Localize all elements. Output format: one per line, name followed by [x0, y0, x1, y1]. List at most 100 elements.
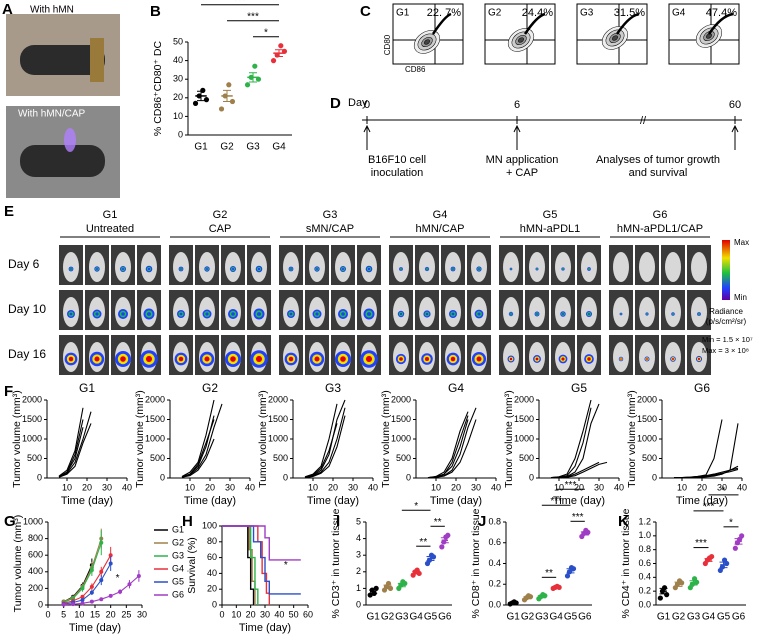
y-tick-label: 500: [396, 453, 411, 463]
flow-plot-frame: [392, 3, 464, 65]
significance-label: ***: [565, 480, 577, 491]
signal: [255, 355, 263, 363]
day-label: Day 16: [8, 347, 46, 361]
signal: [562, 268, 564, 270]
data-line: [63, 554, 112, 604]
x-tick-label: 0: [45, 609, 50, 619]
signal: [365, 355, 373, 363]
day-label: Day 10: [8, 302, 46, 316]
x-tick-label: 30: [348, 482, 358, 492]
density-contour: [615, 12, 640, 35]
panel-label: D: [330, 95, 341, 112]
signal: [561, 357, 565, 361]
group-treatment: Untreated: [86, 223, 134, 235]
x-axis-label: Time (day): [676, 495, 728, 507]
data-line: [63, 542, 102, 604]
panel-label: J: [478, 513, 486, 530]
flow-percent: 47.4%: [706, 7, 737, 19]
y-tick-label: 400: [28, 566, 43, 576]
data-line: [63, 563, 112, 605]
plasma-glow: [64, 128, 76, 152]
mouse-body: [555, 252, 571, 282]
signal: [257, 312, 261, 316]
y-tick-label: 0: [356, 599, 361, 609]
signal: [509, 357, 513, 361]
data-line: [63, 538, 102, 603]
survival-curve: [222, 525, 301, 561]
significance-label: ***: [247, 11, 259, 22]
signal: [452, 268, 454, 270]
scale-unit: Radiance: [709, 307, 743, 316]
y-tick-label: 4: [356, 533, 361, 543]
mouse-body: [503, 252, 519, 282]
y-tick-label: 50: [173, 36, 183, 46]
signal: [424, 356, 430, 362]
panel-label: K: [618, 513, 629, 530]
x-axis-label: Time (day): [430, 495, 482, 507]
x-tick-label: G3: [535, 612, 549, 623]
panel-label: E: [4, 203, 14, 220]
signal: [620, 313, 622, 315]
x-tick-label: 5: [61, 609, 66, 619]
mouse-body: [613, 297, 629, 327]
data-point: [709, 553, 715, 560]
y-tick-label: 2000: [22, 394, 42, 404]
signal: [536, 268, 538, 270]
x-tick-label: 40: [491, 482, 501, 492]
y-tick-label: 0: [406, 472, 411, 482]
signal: [425, 312, 429, 316]
chart-title: G6: [694, 381, 710, 395]
panel-label: F: [4, 383, 13, 400]
y-tick-label: 0: [283, 472, 288, 482]
x-tick-label: G1: [657, 612, 671, 623]
x-tick-label: 0: [219, 609, 224, 619]
error-bar: [383, 584, 392, 589]
panel-label: B: [150, 3, 161, 20]
timeline-tick-label: 6: [514, 99, 520, 111]
significance-label: *: [414, 501, 418, 512]
x-tick-label: G3: [687, 612, 701, 623]
photo-caption: With hMN/CAP: [18, 109, 86, 120]
data-point: [657, 595, 663, 601]
y-tick-label: 1000: [22, 433, 42, 443]
y-tick-label: 1000: [637, 433, 657, 443]
y-tick-label: 0: [178, 129, 183, 139]
x-tick-label: 20: [328, 482, 338, 492]
signal: [367, 312, 371, 316]
y-tick-label: 0.2: [638, 586, 651, 596]
group-name: G1: [103, 209, 118, 221]
panel-label: H: [182, 513, 193, 530]
x-tick-label: 10: [308, 482, 318, 492]
signal: [510, 268, 512, 270]
flow-y-label: CD80: [383, 34, 392, 55]
significance-label: **: [434, 517, 442, 528]
group-treatment: hMN-aPDL1/CAP: [617, 223, 703, 235]
x-tick-label: 30: [102, 482, 112, 492]
y-axis-label: Tumor volume (mm³): [11, 390, 23, 488]
signal: [510, 313, 512, 315]
data-point: [244, 82, 251, 88]
data-point: [739, 533, 745, 539]
y-tick-label: 20: [207, 584, 217, 594]
y-tick-label: 2000: [268, 394, 288, 404]
data-line: [58, 423, 92, 478]
x-tick-label: 40: [737, 482, 747, 492]
y-tick-label: 1: [356, 583, 361, 593]
x-tick-label: 15: [90, 609, 100, 619]
y-tick-label: 2000: [145, 394, 165, 404]
group-name: G4: [433, 209, 448, 221]
x-tick-label: G1: [194, 142, 208, 153]
y-tick-label: 1500: [22, 414, 42, 424]
signal: [536, 313, 538, 315]
y-tick-label: 1000: [23, 516, 43, 526]
mouse-body: [665, 297, 681, 327]
signal: [450, 356, 456, 362]
significance-label: *: [116, 573, 120, 584]
y-tick-label: 1000: [145, 433, 165, 443]
signal: [646, 313, 648, 315]
signal: [451, 312, 455, 316]
y-tick-label: 1500: [514, 414, 534, 424]
error-bar: [223, 89, 231, 103]
timeline-arrow: [513, 124, 521, 150]
